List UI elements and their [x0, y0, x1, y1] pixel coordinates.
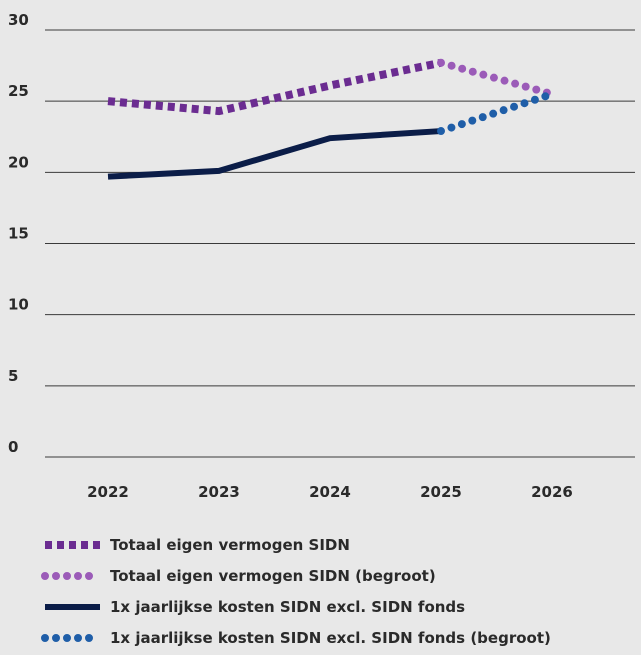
y-tick-label: 5 — [8, 367, 18, 385]
x-tick-label: 2024 — [309, 483, 351, 501]
x-tick-label: 2022 — [87, 483, 129, 501]
x-tick-label: 2026 — [531, 483, 573, 501]
series-line — [437, 90, 556, 136]
legend-label: 1x jaarlijkse kosten SIDN excl. SIDN fon… — [110, 598, 465, 616]
y-tick-label: 15 — [8, 225, 29, 243]
y-tick-label: 25 — [8, 82, 29, 100]
y-tick-label: 10 — [8, 296, 29, 314]
y-tick-label: 20 — [8, 153, 29, 171]
legend-label: Totaal eigen vermogen SIDN — [110, 536, 350, 554]
x-tick-label: 2025 — [420, 483, 462, 501]
x-tick-label: 2023 — [198, 483, 240, 501]
y-tick-label: 0 — [8, 438, 18, 456]
legend-label: 1x jaarlijkse kosten SIDN excl. SIDN fon… — [110, 629, 551, 647]
series-line — [107, 58, 442, 116]
legend-label: Totaal eigen vermogen SIDN (begroot) — [110, 567, 436, 585]
y-tick-label: 30 — [8, 11, 29, 29]
series-line — [107, 128, 442, 180]
series-line — [437, 58, 556, 99]
